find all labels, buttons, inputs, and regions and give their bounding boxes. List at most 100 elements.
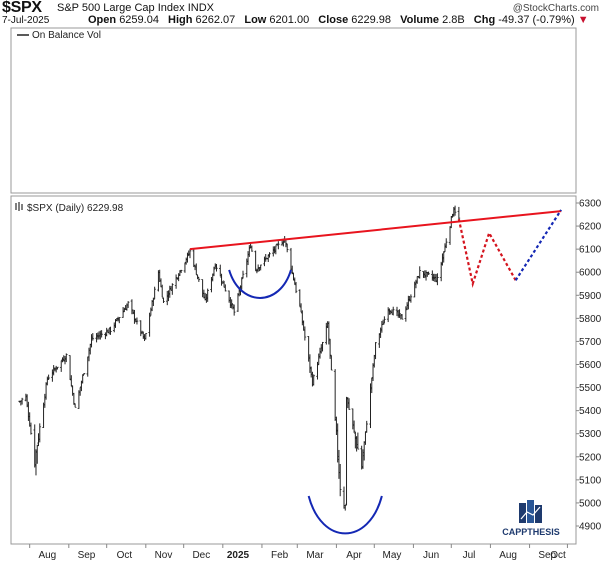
ohlc-bar	[268, 252, 271, 258]
x-tick-label: Nov	[155, 550, 173, 561]
ohlc-bar	[457, 206, 461, 220]
x-tick-label: Sep	[538, 550, 556, 561]
ohlc-bar	[220, 273, 223, 286]
open-label: Open	[88, 14, 117, 26]
y-tick-label: 6000	[579, 268, 602, 279]
ohlc-bar	[274, 245, 278, 255]
obv-legend: On Balance Vol	[32, 30, 101, 41]
y-tick-label: 4900	[579, 522, 602, 533]
x-tick-label: Mar	[306, 550, 324, 561]
ohlc-bar	[188, 248, 192, 259]
price-bars	[18, 205, 461, 511]
ohlc-bar	[330, 355, 333, 371]
high-value: 6262.07	[195, 14, 236, 26]
ohlc-bar	[197, 277, 201, 282]
ohlc-bar	[312, 374, 315, 386]
ohlc-bar	[352, 420, 356, 433]
ohlc-bar	[277, 241, 280, 250]
ohlc-bar	[303, 326, 307, 341]
volume-value: 2.8B	[442, 14, 465, 26]
x-tick-label: Apr	[346, 550, 362, 561]
logo-text: CAPPTHESIS	[502, 527, 560, 537]
x-tick-label: Feb	[271, 550, 289, 561]
ohlc-bar	[196, 274, 199, 280]
ohlc-bar	[224, 284, 227, 292]
ohlc-bar	[72, 392, 76, 405]
ohlc-bar	[47, 374, 50, 380]
obv-panel-frame	[10, 27, 577, 194]
ohlc-bar	[285, 243, 289, 253]
instrument-name: S&P 500 Large Cap Index INDX	[57, 2, 214, 14]
y-tick-label: 5700	[579, 337, 602, 348]
ohlc-bar	[409, 294, 413, 303]
ohlc-bar	[418, 266, 422, 279]
ticker-symbol: $SPX	[2, 0, 42, 16]
ohlc-bar	[212, 266, 216, 277]
x-tick-label: Oct	[117, 550, 133, 561]
ohlc-bar	[100, 330, 103, 338]
logo-bars-icon	[519, 500, 542, 523]
ohlc-bar	[126, 301, 130, 308]
y-tick-label: 6100	[579, 245, 602, 256]
y-tick-label: 5800	[579, 314, 602, 325]
x-axis: Aug Sep Oct Nov Dec 2025 Feb Mar Apr May Jun Jul Aug…	[29, 544, 568, 561]
y-tick-label: 5000	[579, 498, 602, 509]
ohlc-bar	[195, 263, 198, 275]
low-label: Low	[244, 14, 267, 26]
quote-line: Open 6259.04 High 6262.07 Low 6201.00 Cl…	[88, 14, 589, 26]
x-tick-label: Aug	[38, 550, 56, 561]
low-value: 6201.00	[269, 14, 310, 26]
ohlc-bar	[321, 341, 324, 352]
y-tick-label: 5400	[579, 406, 602, 417]
down-arrow-icon: ▼	[577, 14, 589, 26]
ohlc-bar	[240, 277, 244, 290]
projection-red-dotted	[457, 218, 517, 288]
ohlc-bar	[91, 333, 95, 341]
x-tick-label: Aug	[499, 550, 517, 561]
ohlc-bar	[162, 297, 165, 303]
ohlc-bar	[365, 420, 369, 433]
x-tick-label: Jun	[423, 550, 439, 561]
ohlc-bar	[248, 245, 251, 257]
x-tick-label: Oct	[550, 550, 566, 561]
annotation-overlays	[189, 209, 563, 535]
ohlc-bar	[144, 333, 148, 340]
high-label: High	[168, 14, 193, 26]
close-value: 6229.98	[351, 14, 392, 26]
ohlc-bar	[117, 317, 121, 324]
x-tick-label: 2025	[227, 550, 250, 561]
ohlc-bar	[290, 265, 294, 275]
x-tick-label: Dec	[192, 550, 210, 561]
instrument-full-name: S&P 500 Large Cap Index	[57, 2, 185, 14]
y-tick-label: 5500	[579, 383, 602, 394]
ohlc-bar	[148, 312, 151, 337]
ohlc-bar	[123, 307, 126, 313]
ohlc-bar	[398, 309, 401, 318]
volume-label: Volume	[400, 14, 440, 26]
price-panel-frame	[10, 195, 577, 545]
ohlc-bar	[453, 205, 457, 216]
y-tick-label: 5100	[579, 475, 602, 486]
cup-arc-small	[228, 269, 292, 299]
bar-legend-icon	[15, 202, 23, 211]
ohlc-bar	[206, 288, 209, 302]
ohlc-bar	[391, 306, 395, 316]
y-tick-label: 5900	[579, 291, 602, 302]
x-tick-label: May	[383, 550, 402, 561]
chg-label: Chg	[473, 14, 496, 26]
exchange: INDX	[187, 2, 214, 14]
ohlc-bar	[153, 286, 156, 300]
chg-value: -49.37 (-0.79%)	[498, 14, 575, 26]
close-label: Close	[318, 14, 349, 26]
ohlc-bar	[347, 398, 351, 410]
projection-blue-dotted	[514, 209, 563, 281]
ohlc-bar	[160, 284, 164, 298]
ohlc-bar	[427, 271, 430, 275]
ohlc-bar	[241, 270, 245, 279]
ohlc-bar	[250, 245, 254, 252]
ohlc-bar	[81, 374, 84, 384]
ohlc-bar	[383, 316, 386, 324]
ohlc-bar	[20, 397, 24, 405]
ohlc-bar	[442, 251, 446, 263]
